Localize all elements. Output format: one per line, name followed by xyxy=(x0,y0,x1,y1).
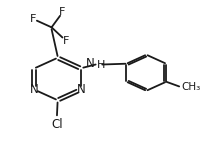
Text: F: F xyxy=(29,14,35,24)
Text: N: N xyxy=(30,83,38,96)
Text: F: F xyxy=(59,7,65,17)
Text: F: F xyxy=(62,36,69,46)
Text: Cl: Cl xyxy=(51,118,62,131)
Text: CH₃: CH₃ xyxy=(180,82,200,92)
Text: N: N xyxy=(76,83,85,96)
Text: N: N xyxy=(86,57,94,70)
Text: H: H xyxy=(97,60,105,70)
